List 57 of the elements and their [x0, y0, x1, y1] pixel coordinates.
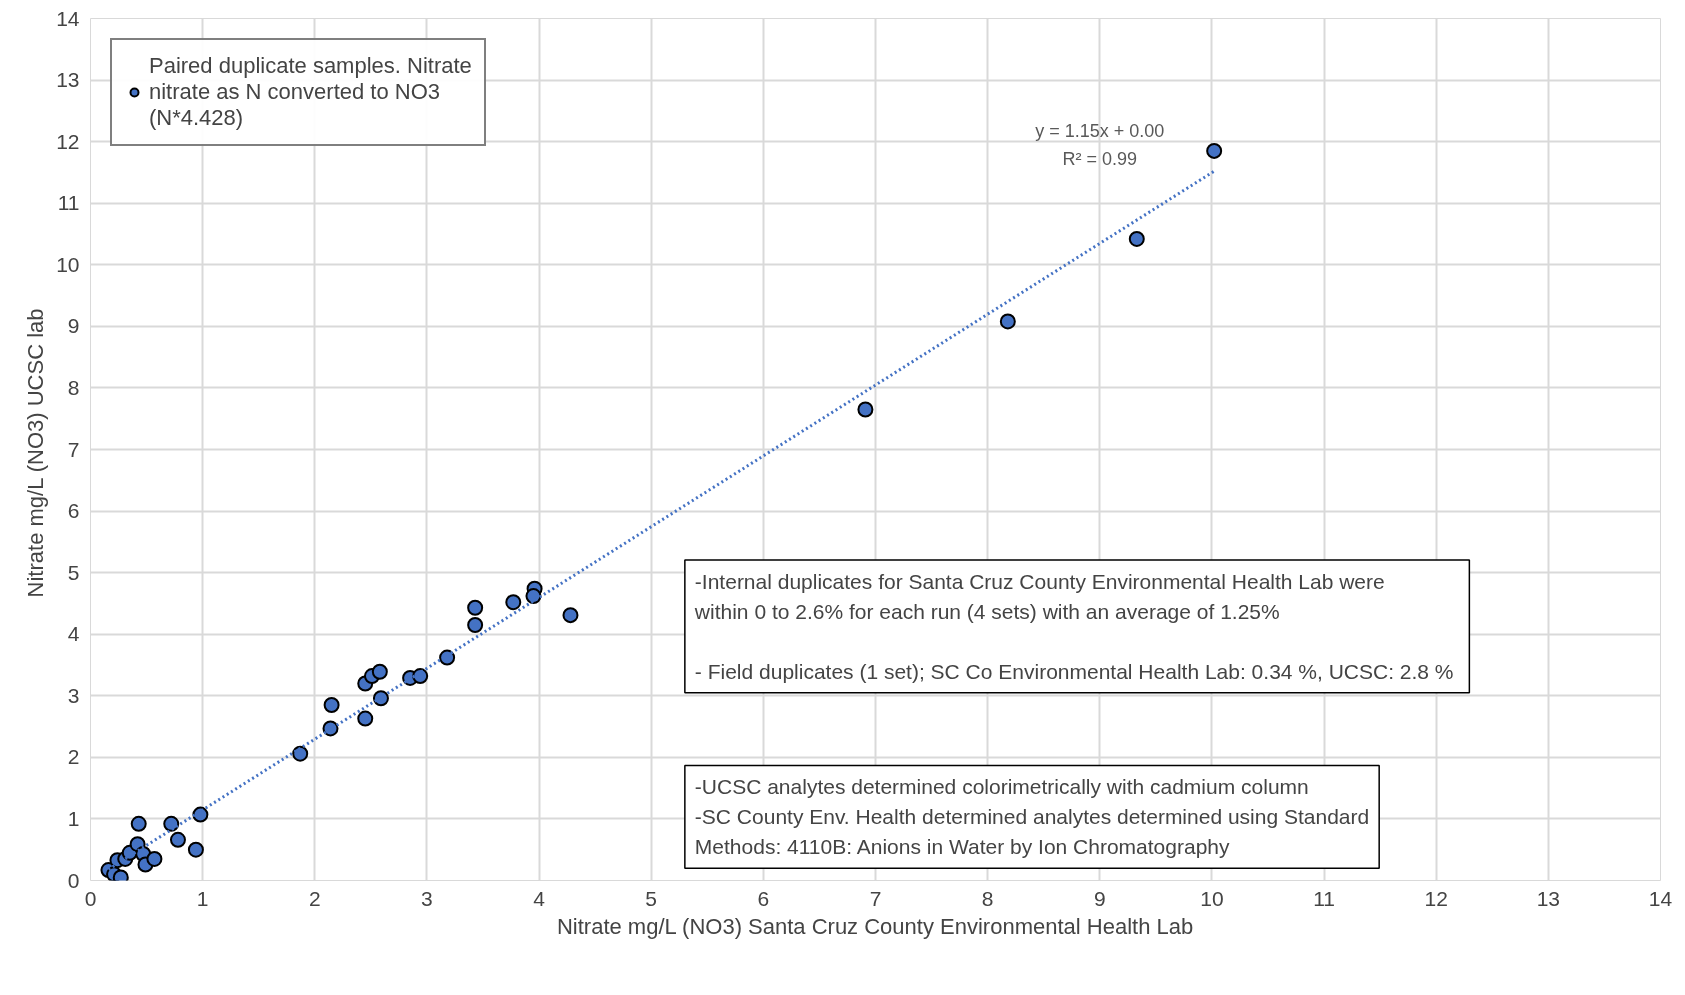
point — [1206, 142, 1223, 159]
y-tick-label: 8 — [67, 375, 80, 399]
y-tick-label: 9 — [67, 314, 80, 338]
x-tick-label: 5 — [645, 886, 658, 910]
point — [357, 710, 374, 727]
y-tick-label: 11 — [57, 191, 80, 215]
y-tick-label: 5 — [67, 560, 80, 584]
point — [146, 850, 163, 867]
point — [130, 815, 147, 832]
point — [412, 668, 429, 685]
point — [467, 616, 484, 633]
x-tick-label: 3 — [421, 886, 433, 910]
point — [371, 663, 388, 680]
y-axis-title: Nitrate mg/L (NO3) UCSC lab — [23, 308, 49, 598]
legend-label: Paired duplicate samples. Nitrate nitrate as N converted to NO3 (N*4.428) — [149, 52, 472, 132]
x-tick-label: 2 — [308, 886, 321, 910]
y-tick-label: 0 — [67, 868, 80, 892]
point — [187, 841, 204, 858]
x-tick-label: 7 — [869, 886, 882, 910]
point — [999, 313, 1016, 330]
x-tick-label: 10 — [1200, 886, 1224, 910]
y-tick-label: 2 — [67, 745, 80, 769]
y-tick-label: 6 — [67, 499, 80, 523]
x-tick-label: 13 — [1536, 886, 1561, 910]
y-tick-label: 1 — [67, 806, 80, 830]
point — [1128, 230, 1145, 247]
point — [562, 607, 579, 624]
point — [467, 599, 484, 616]
point — [505, 594, 522, 611]
x-tick-label: 8 — [981, 886, 994, 910]
point — [439, 649, 456, 666]
y-tick-label: 13 — [56, 68, 80, 92]
point — [525, 588, 542, 605]
x-tick-label: 6 — [757, 886, 770, 910]
x-tick-label: 14 — [1648, 886, 1673, 910]
y-tick-label: 4 — [67, 622, 80, 646]
point — [372, 690, 389, 707]
annotation: -UCSC analytes determined colorimetrically with cadmium column -SC County Env. Health determined analytes determined using Standard Methods: 4110B: Anions in Water by Ion Chromatography — [694, 775, 1370, 859]
y-tick-label: 10 — [56, 252, 80, 276]
y-tick-label: 3 — [67, 683, 80, 707]
x-tick-label: 4 — [533, 886, 546, 910]
x-tick-label: 12 — [1424, 886, 1448, 910]
y-tick-label: 14 — [56, 6, 80, 30]
point — [292, 745, 309, 762]
point — [169, 831, 186, 848]
point — [323, 697, 340, 714]
y-tick-label: 12 — [56, 129, 80, 153]
x-tick-label: 1 — [196, 886, 209, 910]
point — [163, 815, 180, 832]
annotation: y = 1.15x + 0.00 R² = 0.99 — [1035, 121, 1165, 170]
text: -Internal duplicates for Santa Cruz County Environmental Health Lab were within 0 to 2.6% for each run (4 sets) with an average of 1.25% - Field duplicates (1 set); SC Co Environmental Health Lab: 0.34 %, UCSC: 2.8 % — [694, 570, 1454, 683]
x-tick-label: 9 — [1093, 886, 1106, 910]
x-tick-label: 0 — [84, 886, 97, 910]
y-tick-label: 7 — [67, 437, 80, 461]
x-tick-label: 11 — [1313, 886, 1335, 910]
x-axis-title: Nitrate mg/L (NO3) Santa Cruz County Environmental Health Lab — [556, 913, 1194, 939]
point — [857, 401, 874, 418]
